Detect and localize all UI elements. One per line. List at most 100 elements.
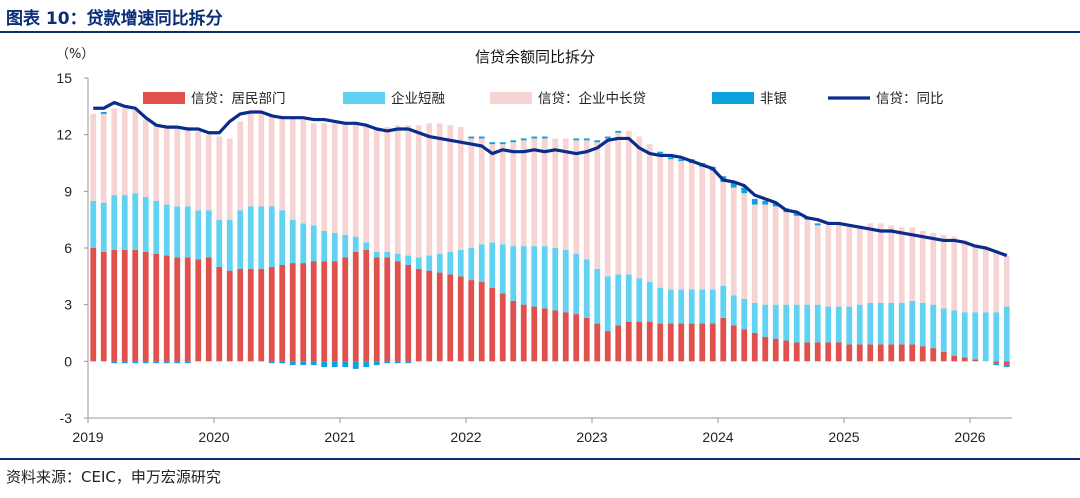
bar-0-43	[541, 308, 548, 362]
bar-2-17	[268, 115, 275, 207]
bar-1-87	[1003, 306, 1010, 362]
bar-2-56	[678, 161, 685, 290]
bar-2-45	[562, 138, 569, 250]
bar-0-48	[594, 323, 601, 362]
bar-2-10	[195, 130, 202, 211]
bar-1-15	[247, 206, 254, 269]
bar-2-87	[1003, 255, 1010, 307]
x-tick-label: 2024	[702, 429, 733, 445]
bar-0-7	[163, 255, 170, 362]
legend-label-3: 非银	[760, 91, 788, 107]
bar-1-39	[499, 244, 506, 294]
bar-1-22	[321, 231, 328, 262]
bar-3-17	[268, 361, 275, 364]
bar-2-53	[646, 144, 653, 282]
bar-3-48	[594, 140, 601, 143]
bar-1-69	[814, 304, 821, 343]
bar-3-26	[363, 361, 370, 367]
bar-2-66	[783, 212, 790, 305]
bar-2-83	[961, 240, 968, 313]
bar-0-60	[720, 317, 727, 362]
bar-1-12	[216, 219, 223, 267]
bar-2-1	[100, 113, 107, 203]
bar-0-80	[930, 348, 937, 362]
y-tick-label: 12	[56, 127, 72, 143]
bar-2-47	[583, 140, 590, 260]
bar-2-49	[604, 138, 611, 277]
bar-3-23	[331, 361, 338, 367]
bar-3-4	[132, 361, 139, 364]
bar-1-78	[909, 300, 916, 345]
bar-2-21	[310, 123, 317, 226]
bar-0-31	[415, 268, 422, 362]
bar-0-51	[625, 321, 632, 362]
bar-2-31	[415, 125, 422, 258]
bar-2-76	[888, 225, 895, 303]
bar-1-0	[90, 200, 97, 248]
bar-0-42	[531, 306, 538, 362]
bar-1-36	[468, 248, 475, 281]
bar-0-58	[699, 323, 706, 362]
bar-1-10	[195, 210, 202, 260]
bar-1-49	[604, 276, 611, 332]
bar-0-34	[447, 274, 454, 362]
bar-3-5	[142, 361, 149, 364]
bar-0-17	[268, 266, 275, 362]
bar-0-20	[300, 263, 307, 362]
bar-2-2	[111, 108, 118, 196]
bar-1-23	[331, 232, 338, 262]
bar-1-62	[741, 299, 748, 330]
bar-1-58	[699, 289, 706, 324]
bar-0-12	[216, 266, 223, 362]
bar-3-2	[111, 361, 118, 364]
loan-growth-chart: 信贷余额同比拆分 （%） 15 12 9 6 3 0 -3 2019 2020 2021 2022 2…	[56, 47, 1012, 445]
bar-1-34	[447, 251, 454, 275]
bar-2-68	[804, 219, 811, 305]
bar-0-75	[877, 344, 884, 362]
bar-2-13	[226, 138, 233, 220]
bar-2-77	[898, 227, 905, 303]
bar-1-41	[520, 246, 527, 305]
bar-2-64	[762, 204, 769, 305]
bar-0-70	[825, 342, 832, 362]
bar-0-84	[972, 359, 979, 362]
bar-2-79	[919, 231, 926, 303]
bar-1-80	[930, 304, 937, 349]
bar-2-36	[468, 138, 475, 248]
bar-2-65	[772, 206, 779, 305]
bar-3-36	[468, 136, 475, 139]
bar-1-28	[384, 251, 391, 258]
bar-3-6	[153, 361, 160, 364]
bar-2-8	[174, 127, 181, 207]
bar-2-18	[279, 115, 286, 211]
bar-1-73	[856, 304, 863, 345]
bar-0-36	[468, 280, 475, 362]
bar-0-26	[363, 249, 370, 362]
bar-2-14	[237, 121, 244, 211]
bar-0-40	[510, 300, 517, 362]
bar-2-7	[163, 127, 170, 205]
bar-3-27	[373, 361, 380, 366]
bar-3-9	[184, 361, 191, 364]
bar-3-63	[751, 198, 758, 205]
y-tick-label: -3	[60, 410, 73, 426]
bar-1-52	[636, 278, 643, 322]
footer-rule	[0, 458, 1080, 460]
bar-0-55	[667, 323, 674, 362]
bar-0-14	[237, 268, 244, 362]
bar-2-12	[216, 136, 223, 220]
bar-0-38	[489, 287, 496, 362]
bar-0-37	[478, 282, 485, 362]
bar-0-3	[121, 249, 128, 362]
bar-1-47	[583, 259, 590, 318]
bar-2-59	[709, 170, 716, 290]
bar-1-29	[394, 253, 401, 262]
bar-2-35	[457, 127, 464, 250]
bar-0-24	[342, 257, 349, 362]
bar-0-86	[993, 361, 1000, 364]
bar-0-46	[573, 314, 580, 362]
bar-0-16	[258, 268, 265, 362]
bar-1-2	[111, 195, 118, 250]
bar-3-29	[394, 361, 401, 364]
bar-1-1	[100, 202, 107, 252]
